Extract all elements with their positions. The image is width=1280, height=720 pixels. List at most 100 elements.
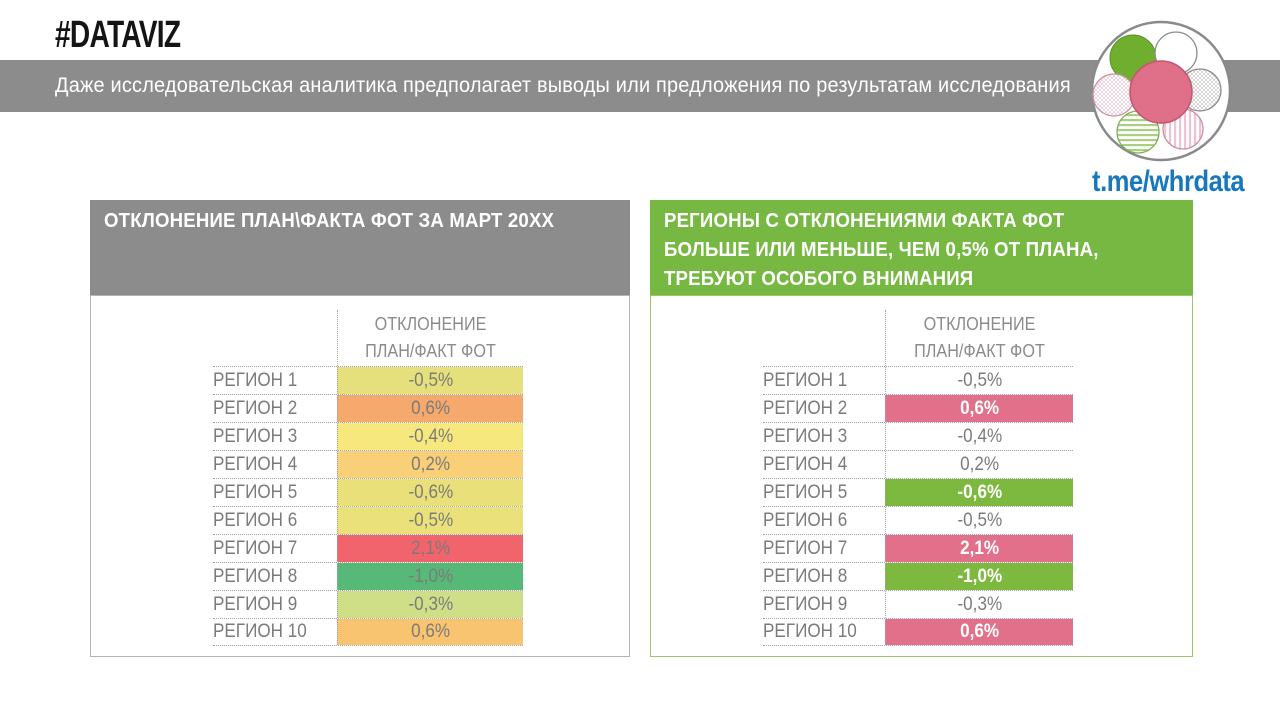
deviation-value-cell: -0,4% (337, 423, 523, 450)
whrdata-flower-logo-icon (1089, 19, 1233, 163)
table-row: РЕГИОН 3 -0,4% (763, 422, 1073, 450)
table-row: РЕГИОН 10 0,6% (763, 618, 1073, 646)
region-label: РЕГИОН 7 (763, 535, 885, 562)
deviation-value-cell: 0,6% (885, 395, 1073, 422)
region-label-text: РЕГИОН 6 (763, 509, 848, 531)
table-row: РЕГИОН 1 -0,5% (213, 366, 523, 394)
region-label-text: РЕГИОН 2 (213, 397, 298, 419)
deviation-value-cell: -0,6% (885, 479, 1073, 506)
deviation-value-cell-text: -1,0% (408, 565, 453, 587)
table-row: РЕГИОН 9 -0,3% (763, 590, 1073, 618)
deviation-value-cell: 0,6% (337, 395, 523, 422)
page-title-text: #DATAVIZ (55, 14, 181, 56)
left-table-rows: РЕГИОН 1 -0,5% РЕГИОН 2 0,6% РЕГИОН 3 -0,4% РЕ… (213, 366, 523, 646)
table-row: РЕГИОН 5 -0,6% (213, 478, 523, 506)
deviation-value-cell-text: 2,1% (960, 537, 999, 559)
right-table-rows: РЕГИОН 1 -0,5% РЕГИОН 2 0,6% РЕГИОН 3 -0,4% РЕ… (763, 366, 1073, 646)
region-label-text: РЕГИОН 1 (763, 369, 848, 391)
table-row: РЕГИОН 7 2,1% (763, 534, 1073, 562)
left-panel: ОТКЛОНЕНИЕ ПЛАН\ФАКТА ФОТ ЗА МАРТ 20XX О… (90, 200, 630, 657)
left-column-header-text: ОТКЛОНЕНИЕ ПЛАН/ФАКТ ФОТ (365, 314, 496, 361)
table-row: РЕГИОН 4 0,2% (213, 450, 523, 478)
deviation-value-cell: -0,5% (885, 367, 1073, 394)
region-label: РЕГИОН 7 (213, 535, 337, 562)
flower-logo-svg (1090, 20, 1232, 162)
region-label: РЕГИОН 1 (763, 367, 885, 394)
deviation-value-cell: 0,2% (885, 451, 1073, 478)
region-label-text: РЕГИОН 10 (763, 621, 857, 642)
region-label-text: РЕГИОН 3 (763, 425, 848, 447)
right-panel-title: РЕГИОНЫ С ОТКЛОНЕНИЯМИ ФАКТА ФОТ БОЛЬШЕ … (664, 210, 1099, 290)
deviation-value-cell: -0,6% (337, 479, 523, 506)
deviation-value-cell-text: -0,5% (957, 369, 1002, 391)
region-label-text: РЕГИОН 4 (213, 453, 298, 475)
region-label: РЕГИОН 8 (213, 563, 337, 590)
region-label: РЕГИОН 1 (213, 367, 337, 394)
table-row: РЕГИОН 10 0,6% (213, 618, 523, 646)
deviation-value-cell: -0,5% (885, 507, 1073, 534)
deviation-value-cell-text: 0,6% (411, 397, 450, 419)
deviation-value-cell-text: -0,5% (957, 509, 1002, 531)
region-label: РЕГИОН 4 (763, 451, 885, 478)
region-label-text: РЕГИОН 6 (213, 509, 298, 531)
deviation-value-cell-text: 2,1% (411, 537, 450, 559)
deviation-value-cell-text: -0,4% (408, 425, 453, 447)
region-label-text: РЕГИОН 8 (763, 565, 848, 587)
deviation-value-cell-text: -0,6% (408, 481, 453, 503)
page-title: #DATAVIZ (55, 14, 224, 57)
deviation-value-cell-text: -0,5% (408, 509, 453, 531)
region-label-text: РЕГИОН 9 (213, 593, 298, 615)
region-label-text: РЕГИОН 9 (763, 593, 848, 615)
region-label: РЕГИОН 8 (763, 563, 885, 590)
table-row: РЕГИОН 2 0,6% (763, 394, 1073, 422)
right-deviation-table: ОТКЛОНЕНИЕ ПЛАН/ФАКТ ФОТ РЕГИОН 1 -0,5% РЕ… (763, 310, 1073, 646)
right-panel: РЕГИОНЫ С ОТКЛОНЕНИЯМИ ФАКТА ФОТ БОЛЬШЕ … (650, 200, 1193, 657)
region-label: РЕГИОН 3 (213, 423, 337, 450)
table-row: РЕГИОН 3 -0,4% (213, 422, 523, 450)
deviation-value-cell-text: 0,2% (411, 453, 450, 475)
region-label-text: РЕГИОН 10 (213, 621, 307, 642)
deviation-value-cell-text: 0,6% (960, 621, 999, 642)
deviation-value-cell-text: 0,6% (411, 621, 450, 642)
deviation-value-cell: -0,4% (885, 423, 1073, 450)
table-row: РЕГИОН 6 -0,5% (763, 506, 1073, 534)
right-column-header: ОТКЛОНЕНИЕ ПЛАН/ФАКТ ФОТ (885, 310, 1073, 366)
region-label: РЕГИОН 10 (213, 619, 337, 645)
region-label: РЕГИОН 5 (213, 479, 337, 506)
region-label: РЕГИОН 9 (213, 591, 337, 618)
region-label-text: РЕГИОН 2 (763, 397, 848, 419)
region-label: РЕГИОН 2 (763, 395, 885, 422)
right-column-header-text: ОТКЛОНЕНИЕ ПЛАН/ФАКТ ФОТ (914, 314, 1045, 361)
region-label: РЕГИОН 6 (213, 507, 337, 534)
telegram-link[interactable]: t.me/whrdata (1092, 165, 1280, 199)
region-label-text: РЕГИОН 1 (213, 369, 298, 391)
region-label-text: РЕГИОН 4 (763, 453, 848, 475)
deviation-value-cell-text: -0,5% (408, 369, 453, 391)
region-label: РЕГИОН 2 (213, 395, 337, 422)
deviation-value-cell: -0,3% (885, 591, 1073, 618)
subtitle-text: Даже исследовательская аналитика предпол… (55, 74, 1071, 97)
table-row: РЕГИОН 7 2,1% (213, 534, 523, 562)
deviation-value-cell-text: 0,6% (960, 397, 999, 419)
region-label: РЕГИОН 6 (763, 507, 885, 534)
region-label: РЕГИОН 5 (763, 479, 885, 506)
region-label: РЕГИОН 4 (213, 451, 337, 478)
deviation-value-cell: 2,1% (885, 535, 1073, 562)
deviation-value-cell: -0,5% (337, 507, 523, 534)
deviation-value-cell: -1,0% (885, 563, 1073, 590)
deviation-value-cell: -0,3% (337, 591, 523, 618)
right-panel-header: РЕГИОНЫ С ОТКЛОНЕНИЯМИ ФАКТА ФОТ БОЛЬШЕ … (650, 200, 1193, 295)
left-deviation-table: ОТКЛОНЕНИЕ ПЛАН/ФАКТ ФОТ РЕГИОН 1 -0,5% РЕ… (213, 310, 523, 646)
table-row: РЕГИОН 9 -0,3% (213, 590, 523, 618)
deviation-value-cell-text: -0,3% (408, 593, 453, 615)
left-panel-title: ОТКЛОНЕНИЕ ПЛАН\ФАКТА ФОТ ЗА МАРТ 20XX (104, 210, 555, 232)
region-label-text: РЕГИОН 7 (763, 537, 848, 559)
region-label-text: РЕГИОН 5 (213, 481, 298, 503)
table-row: РЕГИОН 1 -0,5% (763, 366, 1073, 394)
deviation-value-cell: -0,5% (337, 367, 523, 394)
region-label: РЕГИОН 9 (763, 591, 885, 618)
table-row: РЕГИОН 6 -0,5% (213, 506, 523, 534)
left-panel-body: ОТКЛОНЕНИЕ ПЛАН/ФАКТ ФОТ РЕГИОН 1 -0,5% РЕ… (90, 295, 630, 657)
region-label: РЕГИОН 10 (763, 619, 885, 645)
